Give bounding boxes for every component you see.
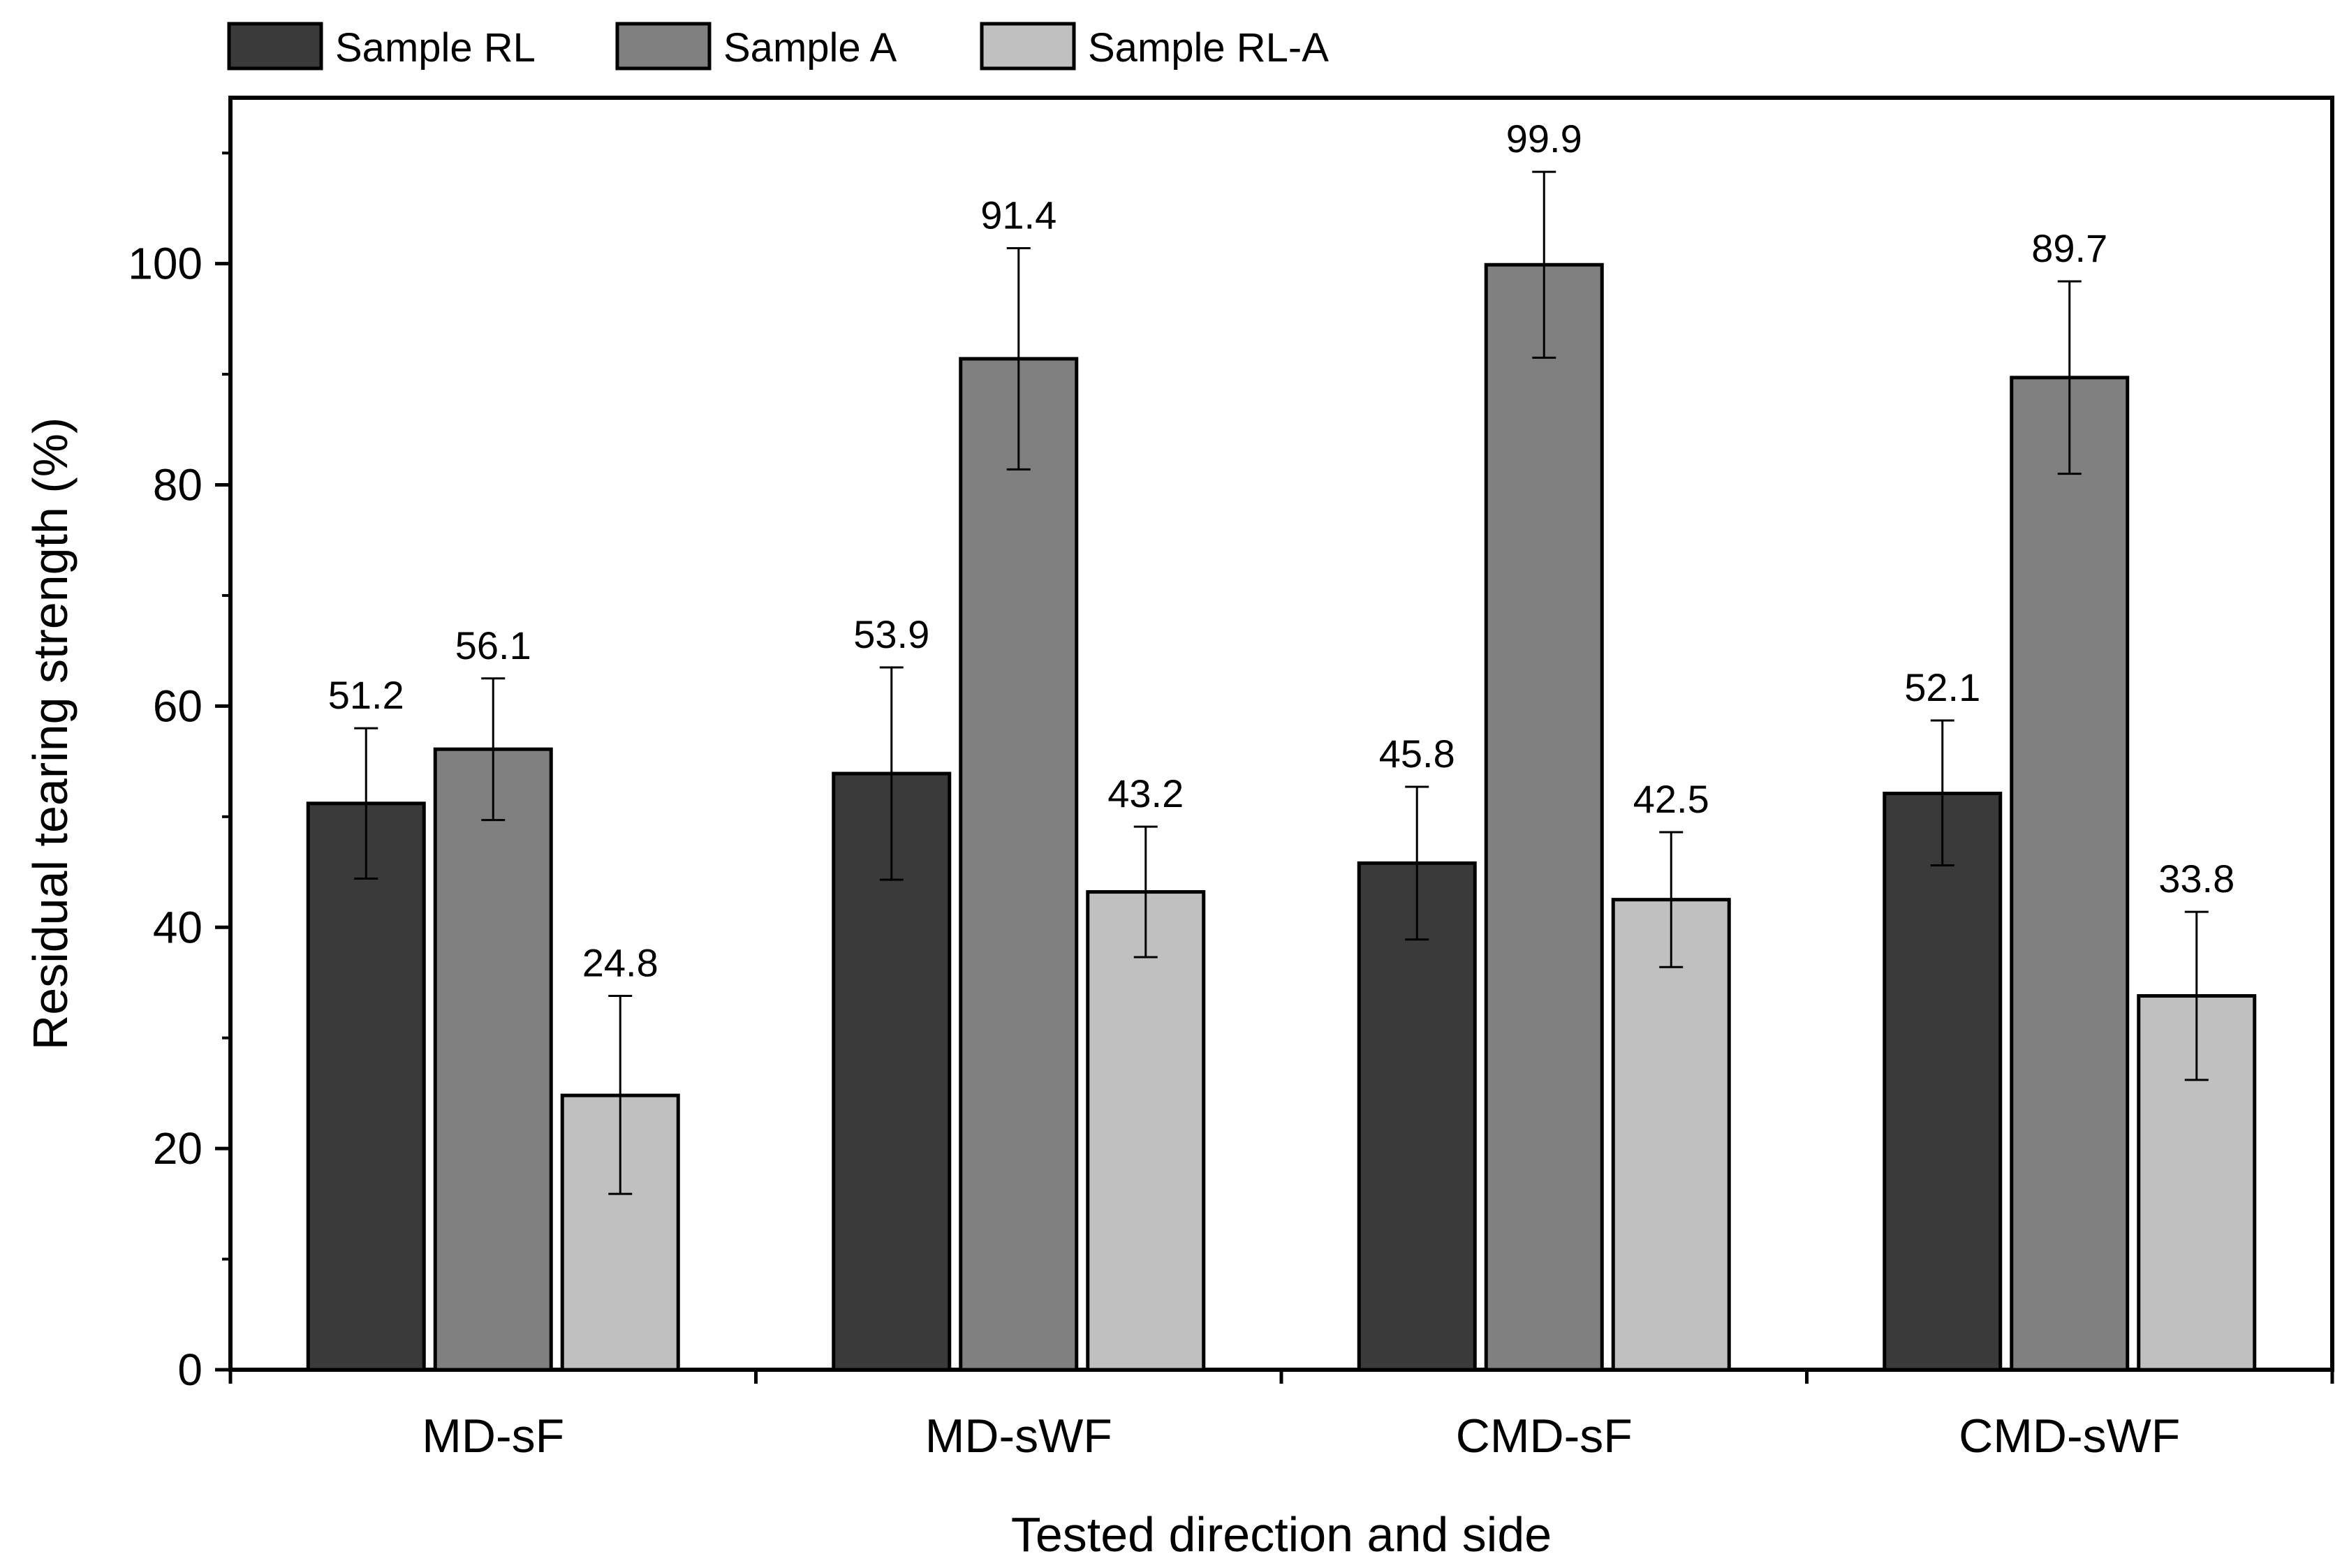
- data-labels-group: 51.2 53.9 45.8 52.1 56.1 91.4 99.9 89.7 24.8 43.2…: [328, 117, 2235, 984]
- data-label: 33.8: [2158, 857, 2234, 901]
- data-label: 45.8: [1379, 732, 1455, 776]
- bar: [1883, 792, 2003, 1372]
- bar: [306, 801, 426, 1372]
- data-label: 52.1: [1904, 665, 1980, 709]
- bar: [959, 357, 1079, 1372]
- x-axis-title: Tested direction and side: [1011, 1507, 1552, 1562]
- y-tick-label: 0: [177, 1345, 202, 1395]
- y-tick-label: 100: [128, 239, 202, 289]
- legend-label: Sample A: [723, 25, 897, 71]
- legend-label: Sample RL-A: [1088, 25, 1329, 71]
- x-category-label: MD-sWF: [925, 1410, 1112, 1463]
- bar: [433, 747, 553, 1372]
- legend-swatch: [615, 22, 712, 71]
- data-label: 24.8: [582, 940, 658, 984]
- x-category-label: MD-sF: [422, 1410, 564, 1463]
- y-axis-title: Residual tearing strength (%): [23, 417, 78, 1051]
- bar: [1484, 262, 1604, 1372]
- x-category-label: CMD-sF: [1456, 1410, 1633, 1463]
- y-axis: 0 20 40 60 80 100: [128, 151, 230, 1395]
- legend-label: Sample RL: [335, 25, 536, 71]
- data-label: 43.2: [1107, 771, 1184, 815]
- bar: [1611, 898, 1731, 1372]
- data-label: 42.5: [1633, 777, 1709, 821]
- data-label: 89.7: [2031, 226, 2107, 270]
- data-label: 56.1: [455, 623, 531, 667]
- x-axis: MD-sF MD-sWF CMD-sF CMD-sWF: [228, 1370, 2334, 1463]
- legend-swatch: [227, 22, 323, 71]
- y-tick-label: 60: [153, 681, 202, 731]
- y-tick-label: 20: [153, 1123, 202, 1174]
- data-label: 53.9: [853, 612, 929, 656]
- data-label: 51.2: [328, 673, 404, 717]
- bar: [2010, 376, 2130, 1372]
- bars-group: [306, 262, 2257, 1372]
- bar: [1357, 861, 1477, 1372]
- y-tick-label: 40: [153, 902, 202, 952]
- data-label: 99.9: [1506, 117, 1582, 161]
- y-tick-label: 80: [153, 460, 202, 510]
- data-label: 91.4: [980, 193, 1056, 237]
- legend: Sample RL Sample A Sample RL-A: [227, 22, 1329, 71]
- error-bars-group: [354, 170, 2209, 1195]
- x-category-label: CMD-sWF: [1959, 1410, 2180, 1463]
- bar: [1086, 890, 1206, 1372]
- legend-swatch: [980, 22, 1076, 71]
